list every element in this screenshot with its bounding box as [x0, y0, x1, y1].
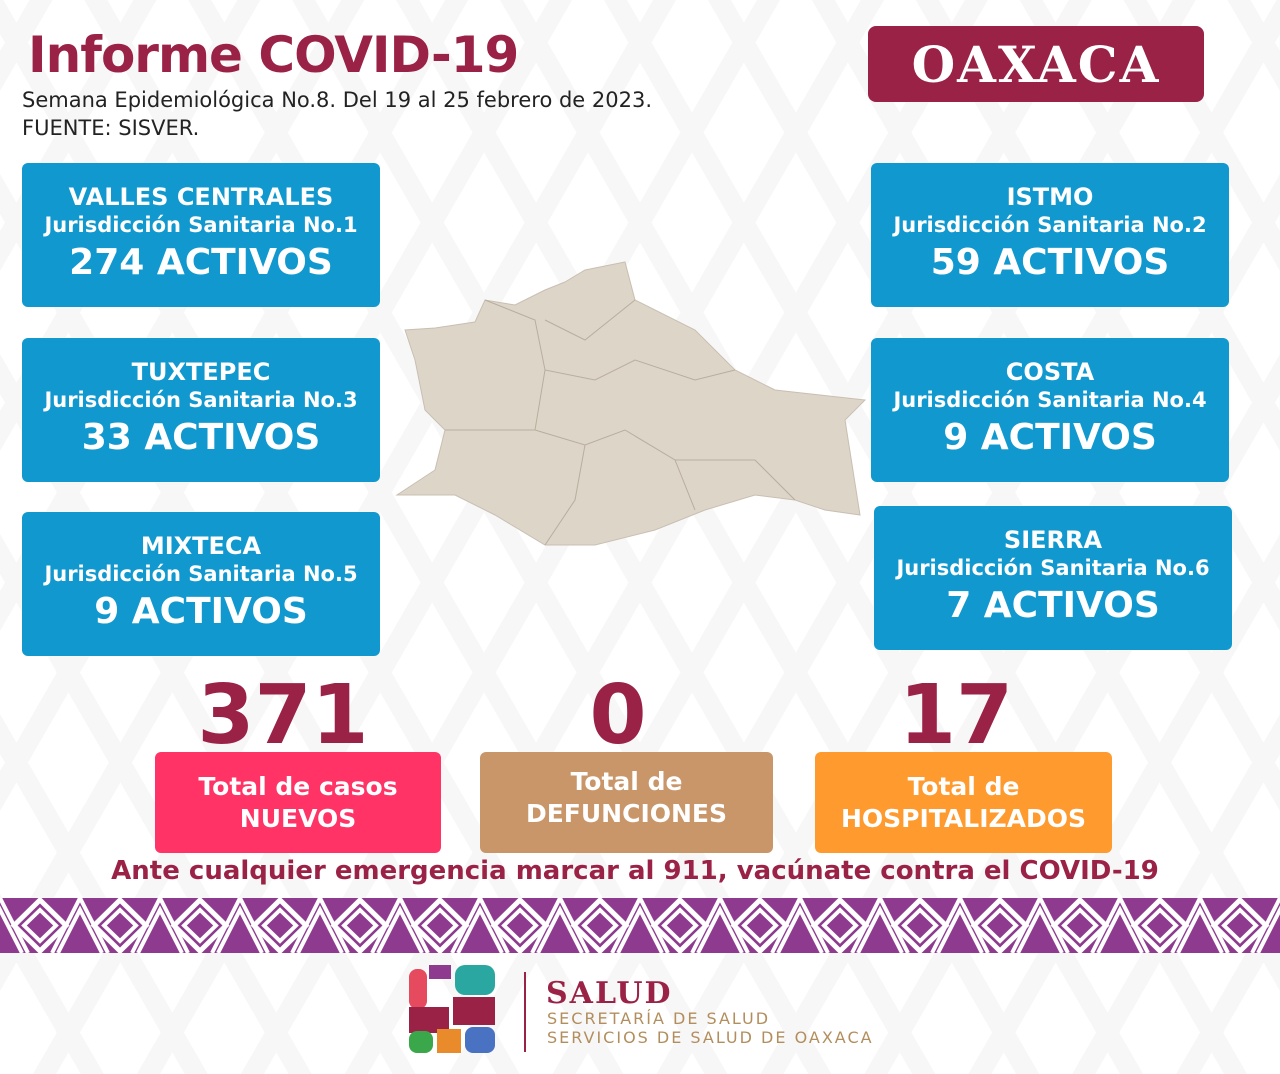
logo-subtitle-1: SECRETARÍA DE SALUD [547, 1009, 771, 1028]
source-label: FUENTE: SISVER. [22, 116, 200, 140]
region-active: 9 ACTIVOS [943, 417, 1157, 458]
region-card-tuxtepec: TUXTEPEC Jurisdicción Sanitaria No.3 33 … [22, 338, 380, 482]
region-active: 274 ACTIVOS [69, 242, 333, 283]
region-jurisdiction: Jurisdicción Sanitaria No.3 [44, 388, 358, 412]
region-jurisdiction: Jurisdicción Sanitaria No.6 [896, 556, 1210, 580]
region-jurisdiction: Jurisdicción Sanitaria No.4 [893, 388, 1207, 412]
state-badge: OAXACA [868, 26, 1204, 102]
total-label-line1: Total de [570, 767, 683, 796]
total-deaths-box: Total de DEFUNCIONES [480, 752, 773, 853]
region-name: ISTMO [1006, 183, 1094, 211]
total-hospitalized-value: 17 [898, 668, 1014, 763]
region-active: 9 ACTIVOS [94, 591, 308, 632]
region-card-valles-centrales: VALLES CENTRALES Jurisdicción Sanitaria … [22, 163, 380, 307]
oaxaca-map [395, 261, 867, 546]
region-jurisdiction: Jurisdicción Sanitaria No.2 [893, 213, 1207, 237]
total-label-line1: Total de casos [198, 771, 398, 801]
emergency-message: Ante cualquier emergencia marcar al 911,… [111, 856, 1159, 886]
region-card-sierra: SIERRA Jurisdicción Sanitaria No.6 7 ACT… [874, 506, 1232, 650]
region-jurisdiction: Jurisdicción Sanitaria No.1 [44, 213, 358, 237]
region-card-mixteca: MIXTECA Jurisdicción Sanitaria No.5 9 AC… [22, 512, 380, 656]
oaxaca-logo-icon [409, 965, 495, 1053]
page-title: Informe COVID-19 [28, 26, 519, 84]
logo-divider [524, 972, 526, 1052]
logo-title: SALUD [546, 976, 673, 1011]
region-card-costa: COSTA Jurisdicción Sanitaria No.4 9 ACTI… [871, 338, 1229, 482]
region-name: SIERRA [1003, 526, 1103, 554]
total-label-line2: NUEVOS [239, 803, 357, 833]
region-name: TUXTEPEC [131, 358, 271, 386]
region-jurisdiction: Jurisdicción Sanitaria No.5 [44, 562, 358, 586]
region-card-istmo: ISTMO Jurisdicción Sanitaria No.2 59 ACT… [871, 163, 1229, 307]
region-name: VALLES CENTRALES [68, 183, 334, 211]
region-name: COSTA [1005, 358, 1095, 386]
total-label-line2: DEFUNCIONES [525, 799, 728, 828]
total-new-cases-value: 371 [197, 668, 369, 763]
logo-subtitle-2: SERVICIOS DE SALUD DE OAXACA [547, 1028, 874, 1047]
total-new-cases-box: Total de casos NUEVOS [155, 752, 441, 853]
total-label-line1: Total de [907, 771, 1020, 801]
region-name: MIXTECA [140, 532, 262, 560]
week-subtitle: Semana Epidemiológica No.8. Del 19 al 25… [22, 88, 653, 112]
total-label-line2: HOSPITALIZADOS [841, 803, 1086, 833]
total-deaths-value: 0 [589, 668, 647, 763]
total-hospitalized-box: Total de HOSPITALIZADOS [815, 752, 1112, 853]
region-active: 7 ACTIVOS [946, 585, 1160, 626]
region-active: 59 ACTIVOS [930, 242, 1170, 283]
region-active: 33 ACTIVOS [81, 417, 321, 458]
decorative-band [0, 898, 1280, 953]
